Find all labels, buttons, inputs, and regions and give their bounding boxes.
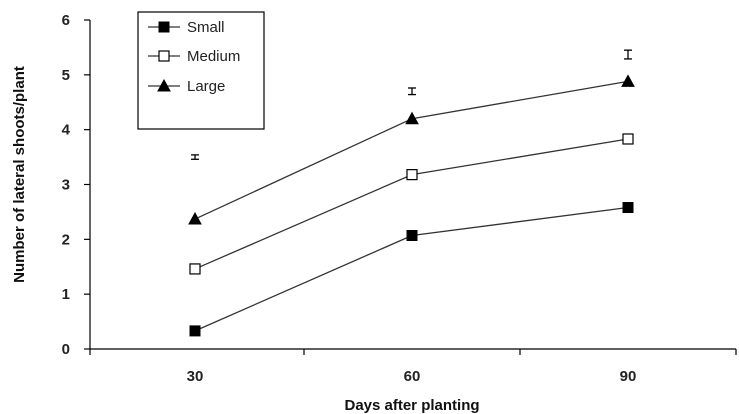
y-tick-label: 3 <box>62 177 70 194</box>
series-small <box>189 202 634 337</box>
x-axis-ticks: 30 60 90 <box>89 349 737 385</box>
series-large <box>188 74 635 225</box>
error-bar <box>624 49 632 60</box>
data-point-large <box>621 74 635 87</box>
data-point-large <box>188 212 202 225</box>
data-point-small <box>622 202 634 214</box>
x-tick-label: 30 <box>187 368 204 385</box>
data-point-medium <box>622 133 634 145</box>
y-axis-ticks: 0 1 2 3 4 5 6 <box>62 12 90 358</box>
legend-item-medium: Medium <box>148 48 240 65</box>
series-line-small <box>194 206 629 332</box>
y-axis-title: Number of lateral shoots/plant <box>11 66 28 283</box>
legend-item-small: Small <box>148 19 225 36</box>
data-point-small <box>406 229 418 241</box>
series-group <box>188 74 635 337</box>
legend-label-medium: Medium <box>187 48 240 65</box>
error-bar <box>408 87 416 96</box>
x-tick-label: 90 <box>620 368 637 385</box>
data-point-medium <box>189 263 201 275</box>
error-bar <box>191 154 199 160</box>
y-tick-label: 0 <box>62 341 70 358</box>
x-axis-title: Days after planting <box>344 397 479 414</box>
error-bars <box>191 49 632 160</box>
y-tick-label: 6 <box>62 12 70 29</box>
y-tick-label: 5 <box>62 67 70 84</box>
legend: Small Medium Large <box>137 11 265 130</box>
y-tick-label: 4 <box>62 122 71 139</box>
legend-marker-large <box>157 78 171 92</box>
x-tick-label: 60 <box>404 368 421 385</box>
series-line-medium <box>194 138 629 270</box>
y-tick-label: 1 <box>62 286 70 303</box>
data-point-small <box>189 325 201 337</box>
legend-marker-small <box>158 21 170 33</box>
legend-label-small: Small <box>187 19 225 36</box>
data-point-large <box>405 111 419 125</box>
legend-label-large: Large <box>187 78 225 95</box>
data-point-medium <box>406 169 418 181</box>
legend-item-large: Large <box>148 78 225 95</box>
y-tick-label: 2 <box>62 231 70 248</box>
series-medium <box>189 133 634 275</box>
legend-marker-medium <box>158 50 170 62</box>
